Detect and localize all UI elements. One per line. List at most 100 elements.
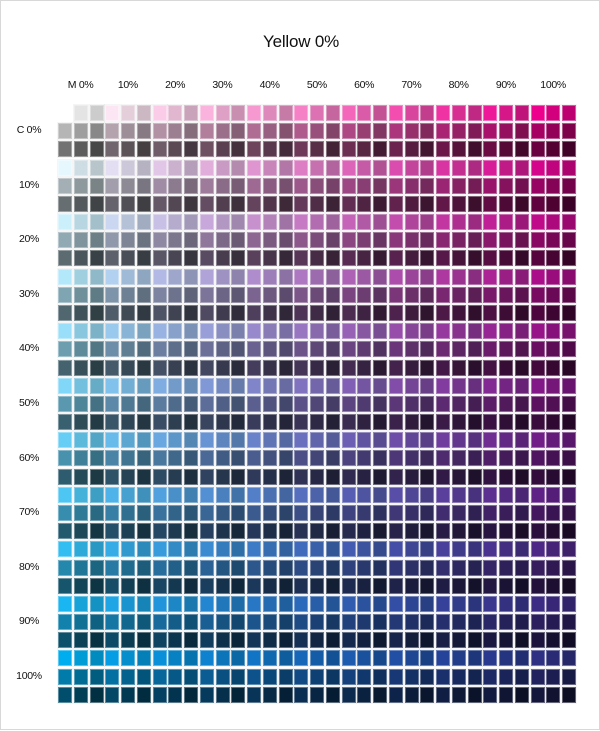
color-swatch [529,649,546,668]
color-swatch [340,594,357,613]
color-swatch [561,340,577,359]
color-swatch [482,285,499,304]
color-swatch [277,176,294,195]
color-swatch [340,576,357,595]
color-swatch [545,431,562,450]
color-swatch [450,104,467,122]
color-swatch [403,631,420,650]
color-swatch [72,176,89,195]
color-swatch [57,558,73,577]
color-swatch [167,140,184,159]
color-swatch [88,540,105,559]
color-swatch [340,394,357,413]
color-swatch [246,431,262,450]
color-swatch [198,376,215,395]
color-swatch [120,558,136,577]
color-swatch [151,667,168,686]
color-swatch [120,685,136,704]
color-swatch [57,540,73,559]
color-swatch [309,358,325,377]
color-swatch [277,413,294,432]
color-swatch [466,485,483,504]
color-swatch [72,213,89,232]
color-swatch [88,140,105,159]
color-swatch [513,340,530,359]
color-swatch [88,340,105,359]
color-swatch [230,267,247,286]
color-swatch [340,267,357,286]
color-swatch [230,467,247,486]
color-swatch [198,431,215,450]
cyan-label-50: 50% [18,396,40,409]
color-swatch [372,594,388,613]
color-swatch [57,413,73,432]
color-swatch [482,158,499,177]
color-swatch [261,194,278,213]
color-swatch [466,613,483,632]
color-swatch [167,685,184,704]
color-swatch [561,685,577,704]
color-swatch [214,558,231,577]
color-swatch [72,231,89,250]
color-swatch [356,122,373,141]
color-swatch [230,394,247,413]
color-swatch [498,303,514,322]
color-swatch [435,522,451,541]
color-swatch [372,522,388,541]
color-swatch [466,503,483,522]
color-swatch [324,213,341,232]
color-swatch [450,467,467,486]
color-swatch [561,104,577,122]
color-swatch [104,322,121,341]
color-swatch [545,104,562,122]
color-swatch [450,340,467,359]
color-swatch [198,158,215,177]
color-swatch [214,231,231,250]
color-swatch [57,613,73,632]
color-swatch [466,576,483,595]
color-swatch [151,376,168,395]
color-swatch [419,467,436,486]
color-swatch [513,104,530,122]
color-swatch [183,140,199,159]
color-swatch [309,522,325,541]
color-swatch [277,576,294,595]
color-swatch [104,685,121,704]
color-swatch [293,285,310,304]
color-swatch [545,467,562,486]
color-swatch [324,449,341,468]
color-swatch [261,576,278,595]
color-swatch [293,667,310,686]
color-swatch [309,558,325,577]
color-swatch [135,685,152,704]
color-swatch [88,104,105,122]
color-swatch [435,122,451,141]
color-swatch [198,576,215,595]
color-swatch [230,667,247,686]
color-swatch [356,140,373,159]
color-swatch [104,522,121,541]
color-swatch [450,576,467,595]
color-swatch [167,104,184,122]
color-swatch [120,140,136,159]
color-swatch [246,503,262,522]
color-swatch [498,194,514,213]
color-swatch [466,158,483,177]
color-swatch [246,231,262,250]
color-swatch [340,485,357,504]
color-swatch [372,485,388,504]
color-swatch [482,249,499,268]
color-swatch [151,685,168,704]
color-swatch [261,285,278,304]
color-swatch [261,231,278,250]
color-swatch [340,249,357,268]
color-swatch [214,104,231,122]
color-swatch [466,140,483,159]
color-swatch [135,249,152,268]
color-swatch [214,322,231,341]
color-swatch [356,358,373,377]
color-swatch [88,431,105,450]
cyan-label-80: 80% [18,560,40,573]
color-swatch [151,285,168,304]
color-swatch [246,158,262,177]
